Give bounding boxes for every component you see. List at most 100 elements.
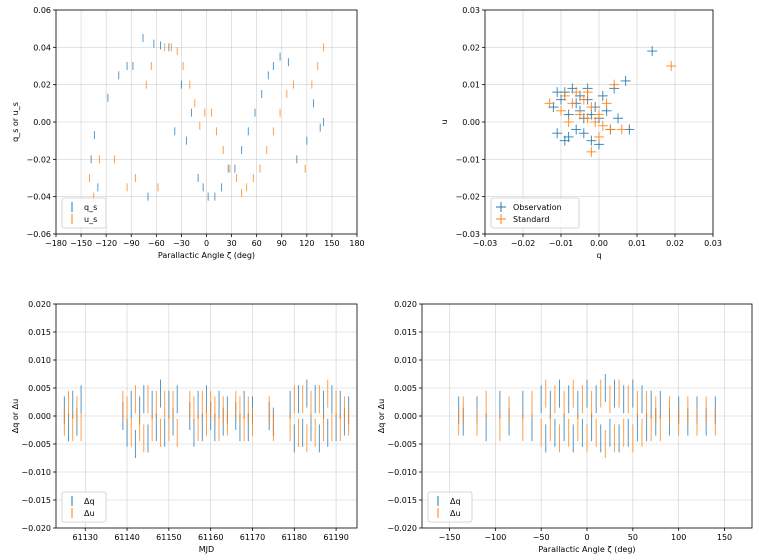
legend-label: Δq — [450, 497, 461, 506]
x-tick-label: 61190 — [323, 533, 348, 542]
x-tick-label: −90 — [123, 239, 140, 248]
chart-p4: −150 −100 −50 0 50 100 150 −0.020 −0.015 −0.010 −0… — [377, 300, 753, 554]
y-tick-label: 0.00 — [462, 118, 480, 127]
y-tick-label: −0.005 — [21, 440, 51, 449]
x-tick-label: 61160 — [198, 533, 223, 542]
x-tick-label: 30 — [226, 239, 236, 248]
y-tick-label: 0.010 — [28, 356, 51, 365]
y-tick-label: −0.01 — [455, 155, 480, 164]
x-tick-label: 100 — [671, 533, 686, 542]
x-tick-label: −30 — [173, 239, 190, 248]
x-tick-label: −0.02 — [511, 239, 536, 248]
x-tick-label: −180 — [45, 239, 67, 248]
y-tick-label: 0.000 — [394, 412, 417, 421]
chart-p1: −180 −150 −120 −90 −60 −30 0 30 60 90 120 150 180 −0.… — [11, 6, 365, 260]
y-tick-label: 0.005 — [28, 384, 51, 393]
legend-label: Δq — [84, 497, 95, 506]
y-tick-label: 0.02 — [462, 43, 480, 52]
y-tick-label: 0.015 — [394, 328, 417, 337]
legend-label: u_s — [84, 215, 97, 224]
x-tick-label: 61140 — [114, 533, 139, 542]
x-tick-label: 120 — [299, 239, 314, 248]
axes-frame — [55, 303, 358, 529]
x-tick-label: 0.01 — [628, 239, 646, 248]
y-tick-label: 0.00 — [33, 118, 51, 127]
legend-box — [61, 491, 107, 523]
y-tick-label: −0.010 — [21, 468, 51, 477]
x-tick-label: 61180 — [282, 533, 307, 542]
y-tick-label: −0.06 — [26, 230, 51, 239]
y-axis-label: Δq or Δu — [377, 399, 386, 433]
legend-label: Δu — [84, 509, 95, 518]
x-axis-label: Parallactic Angle ζ (deg) — [158, 251, 255, 260]
legend-label: Standard — [513, 215, 549, 224]
data-layer — [544, 46, 677, 157]
y-tick-label: −0.03 — [455, 230, 480, 239]
x-tick-label: −50 — [533, 533, 550, 542]
y-tick-label: 0.010 — [394, 356, 417, 365]
x-tick-label: −0.01 — [549, 239, 574, 248]
chart-p2: −0.03 −0.02 −0.01 0.00 0.01 0.02 0.03 −0.03 −0.0… — [440, 6, 722, 260]
legend: q_s u_s — [61, 197, 107, 229]
x-tick-label: −100 — [484, 533, 506, 542]
y-axis-label: q_s or u_s — [11, 102, 20, 142]
data-layer — [63, 379, 350, 458]
y-tick-label: −0.02 — [455, 193, 480, 202]
legend-label: Observation — [513, 203, 562, 212]
y-tick-label: −0.04 — [26, 193, 51, 202]
y-tick-label: −0.015 — [21, 496, 51, 505]
legend-label: Δu — [450, 509, 461, 518]
y-tick-label: 0.005 — [394, 384, 417, 393]
x-tick-label: −60 — [148, 239, 165, 248]
y-tick-label: 0.03 — [462, 6, 480, 15]
x-axis-label: q — [596, 251, 601, 260]
x-tick-label: −0.03 — [473, 239, 498, 248]
axes-frame — [421, 303, 753, 529]
data-layer — [88, 34, 325, 201]
legend: Observation Standard — [490, 197, 580, 229]
x-tick-label: 0.02 — [666, 239, 684, 248]
legend: Δq Δu — [427, 491, 473, 523]
y-tick-label: −0.015 — [387, 496, 417, 505]
y-tick-label: −0.020 — [21, 524, 51, 533]
x-tick-label: 150 — [717, 533, 732, 542]
y-tick-label: 0.01 — [462, 81, 480, 90]
y-tick-label: −0.02 — [26, 155, 51, 164]
x-tick-label: 61150 — [156, 533, 181, 542]
y-tick-label: −0.020 — [387, 524, 417, 533]
axes-frame — [55, 9, 358, 235]
y-tick-label: −0.010 — [387, 468, 417, 477]
x-tick-label: −150 — [439, 533, 461, 542]
chart-p3: 61130 61140 61150 61160 61170 61180 61190 −0.02… — [11, 300, 358, 554]
x-tick-label: 61130 — [73, 533, 98, 542]
y-tick-label: 0.020 — [28, 300, 51, 309]
y-axis-label: u — [440, 119, 449, 124]
legend: Δq Δu — [61, 491, 107, 523]
legend-box — [490, 197, 580, 229]
y-tick-label: 0.02 — [33, 81, 51, 90]
x-axis-label: MJD — [199, 545, 214, 554]
x-tick-label: 61170 — [240, 533, 265, 542]
data-layer — [458, 374, 716, 458]
x-tick-label: 90 — [277, 239, 287, 248]
axes-frame — [484, 9, 714, 235]
x-tick-label: 50 — [628, 533, 638, 542]
y-tick-label: 0.020 — [394, 300, 417, 309]
y-tick-label: 0.015 — [28, 328, 51, 337]
y-tick-label: 0.000 — [28, 412, 51, 421]
x-tick-label: 0 — [204, 239, 209, 248]
x-tick-label: 60 — [252, 239, 262, 248]
y-tick-label: −0.005 — [387, 440, 417, 449]
x-tick-label: −120 — [95, 239, 117, 248]
y-tick-label: 0.04 — [33, 43, 51, 52]
x-tick-label: 150 — [324, 239, 339, 248]
x-tick-label: −150 — [70, 239, 92, 248]
x-tick-label: 0.00 — [590, 239, 608, 248]
x-tick-label: 0.03 — [704, 239, 722, 248]
legend-box — [61, 197, 107, 229]
x-axis-label: Parallactic Angle ζ (deg) — [538, 545, 635, 554]
y-tick-label: 0.06 — [33, 6, 51, 15]
x-tick-label: 0 — [584, 533, 589, 542]
legend-box — [427, 491, 473, 523]
